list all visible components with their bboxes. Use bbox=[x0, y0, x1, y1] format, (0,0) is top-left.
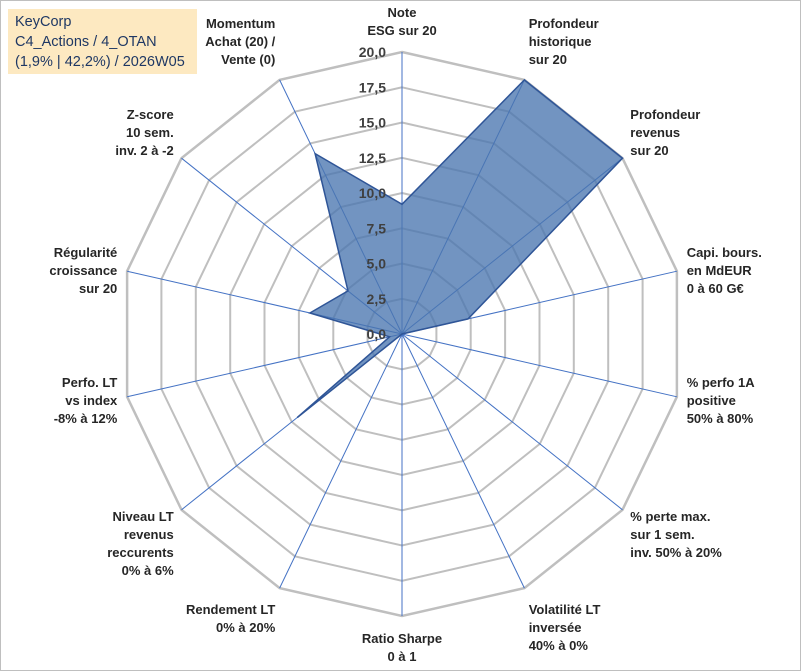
axis-label-line: sur 20 bbox=[79, 281, 117, 296]
axis-label-line: Régularité bbox=[54, 245, 118, 260]
axis-label-line: 0 à 60 G€ bbox=[687, 281, 744, 296]
tick-label: 17,5 bbox=[359, 79, 386, 95]
axis-spoke bbox=[401, 333, 678, 398]
axis-label-line: inv. 2 à -2 bbox=[115, 143, 173, 158]
axis-spoke bbox=[401, 333, 525, 589]
tick-label: 15,0 bbox=[359, 115, 386, 131]
axis-label-line: Vente (0) bbox=[221, 52, 275, 67]
axis-label: Rendement LT 0% à 20% bbox=[186, 602, 276, 635]
tick-label: 7,5 bbox=[367, 220, 387, 236]
axis-label: Note ESG sur 20 bbox=[367, 5, 436, 38]
axis-label: Z-score 10 sem. inv. 2 à -2 bbox=[115, 107, 173, 158]
axis-label: Régularité croissance sur 20 bbox=[49, 245, 117, 296]
axis-label-line: revenus bbox=[630, 125, 680, 140]
axis-label-line: Capi. bours. bbox=[687, 245, 762, 260]
tick-label: 10,0 bbox=[359, 185, 386, 201]
tick-label: 5,0 bbox=[367, 256, 387, 272]
company-name: KeyCorp bbox=[15, 14, 72, 30]
tick-label: 20,0 bbox=[359, 44, 386, 60]
axis-label-line: % perfo 1A bbox=[687, 375, 756, 390]
axis-label-line: 0% à 20% bbox=[216, 620, 276, 635]
axis-label-line: inv. 50% à 20% bbox=[630, 545, 722, 560]
axis-spoke bbox=[126, 333, 403, 398]
axis-label: % perfo 1A positive 50% à 80% bbox=[687, 375, 756, 426]
axis-label-line: revenus bbox=[124, 527, 174, 542]
category-label: C4_Actions / 4_OTAN bbox=[15, 34, 157, 50]
tick-label: 0,0 bbox=[367, 326, 387, 342]
axis-spoke bbox=[279, 333, 403, 589]
axis-label-line: sur 20 bbox=[529, 52, 567, 67]
axis-label-line: Niveau LT bbox=[113, 509, 174, 524]
axis-label-line: Rendement LT bbox=[186, 602, 275, 617]
series-layer bbox=[296, 78, 624, 419]
axis-label-line: Achat (20) / bbox=[205, 34, 275, 49]
axis-label-line: -8% à 12% bbox=[54, 411, 118, 426]
tick-label: 12,5 bbox=[359, 150, 386, 166]
axis-label-line: positive bbox=[687, 393, 736, 408]
stats-label: (1,9% | 42,2%) / 2026W05 bbox=[15, 54, 185, 70]
axis-label-line: Z-score bbox=[127, 107, 174, 122]
axis-label: Volatilité LT inversée 40% à 0% bbox=[529, 602, 601, 653]
axis-label-line: 0 à 1 bbox=[388, 649, 417, 664]
axis-label-line: 10 sem. bbox=[126, 125, 174, 140]
axis-label: Ratio Sharpe 0 à 1 bbox=[362, 631, 442, 664]
axis-label: Momentum Achat (20) / Vente (0) bbox=[205, 16, 275, 67]
axis-label-layer: Note ESG sur 20 Profondeur historique sur 20… bbox=[49, 5, 761, 664]
axis-label-line: 50% à 80% bbox=[687, 411, 754, 426]
axis-label-line: Ratio Sharpe bbox=[362, 631, 442, 646]
axis-label-line: 40% à 0% bbox=[529, 638, 589, 653]
axis-spoke bbox=[401, 333, 623, 511]
axis-label: Profondeur revenus sur 20 bbox=[630, 107, 700, 158]
axis-label-line: sur 20 bbox=[630, 143, 668, 158]
axis-label-line: reccurents bbox=[107, 545, 173, 560]
axis-label-line: vs index bbox=[65, 393, 118, 408]
chart-title-box: KeyCorp C4_Actions / 4_OTAN (1,9% | 42,2… bbox=[8, 9, 197, 74]
axis-label: Capi. bours. en MdEUR 0 à 60 G€ bbox=[687, 245, 762, 296]
axis-label-line: Perfo. LT bbox=[62, 375, 117, 390]
axis-label-line: Momentum bbox=[206, 16, 275, 31]
axis-label-line: inversée bbox=[529, 620, 582, 635]
axis-label-line: 0% à 6% bbox=[122, 563, 174, 578]
axis-label: Niveau LT revenus reccurents 0% à 6% bbox=[107, 509, 174, 578]
axis-label-line: historique bbox=[529, 34, 592, 49]
series-area bbox=[296, 78, 624, 419]
axis-label-line: Profondeur bbox=[630, 107, 700, 122]
axis-label: Profondeur historique sur 20 bbox=[529, 16, 599, 67]
tick-layer: 0,0 2,5 5,0 7,5 10,0 12,5 15,0 17,5 20,0 bbox=[359, 44, 386, 342]
axis-label-line: Note bbox=[388, 5, 417, 20]
axis-label-line: ESG sur 20 bbox=[367, 23, 436, 38]
axis-label-line: sur 1 sem. bbox=[630, 527, 694, 542]
axis-label-line: croissance bbox=[49, 263, 117, 278]
axis-label-line: % perte max. bbox=[630, 509, 710, 524]
axis-label-line: Volatilité LT bbox=[529, 602, 601, 617]
tick-label: 2,5 bbox=[367, 291, 387, 307]
axis-label: % perte max. sur 1 sem. inv. 50% à 20% bbox=[630, 509, 722, 560]
axis-label: Perfo. LT vs index -8% à 12% bbox=[54, 375, 118, 426]
axis-label-line: Profondeur bbox=[529, 16, 599, 31]
axis-label-line: en MdEUR bbox=[687, 263, 753, 278]
